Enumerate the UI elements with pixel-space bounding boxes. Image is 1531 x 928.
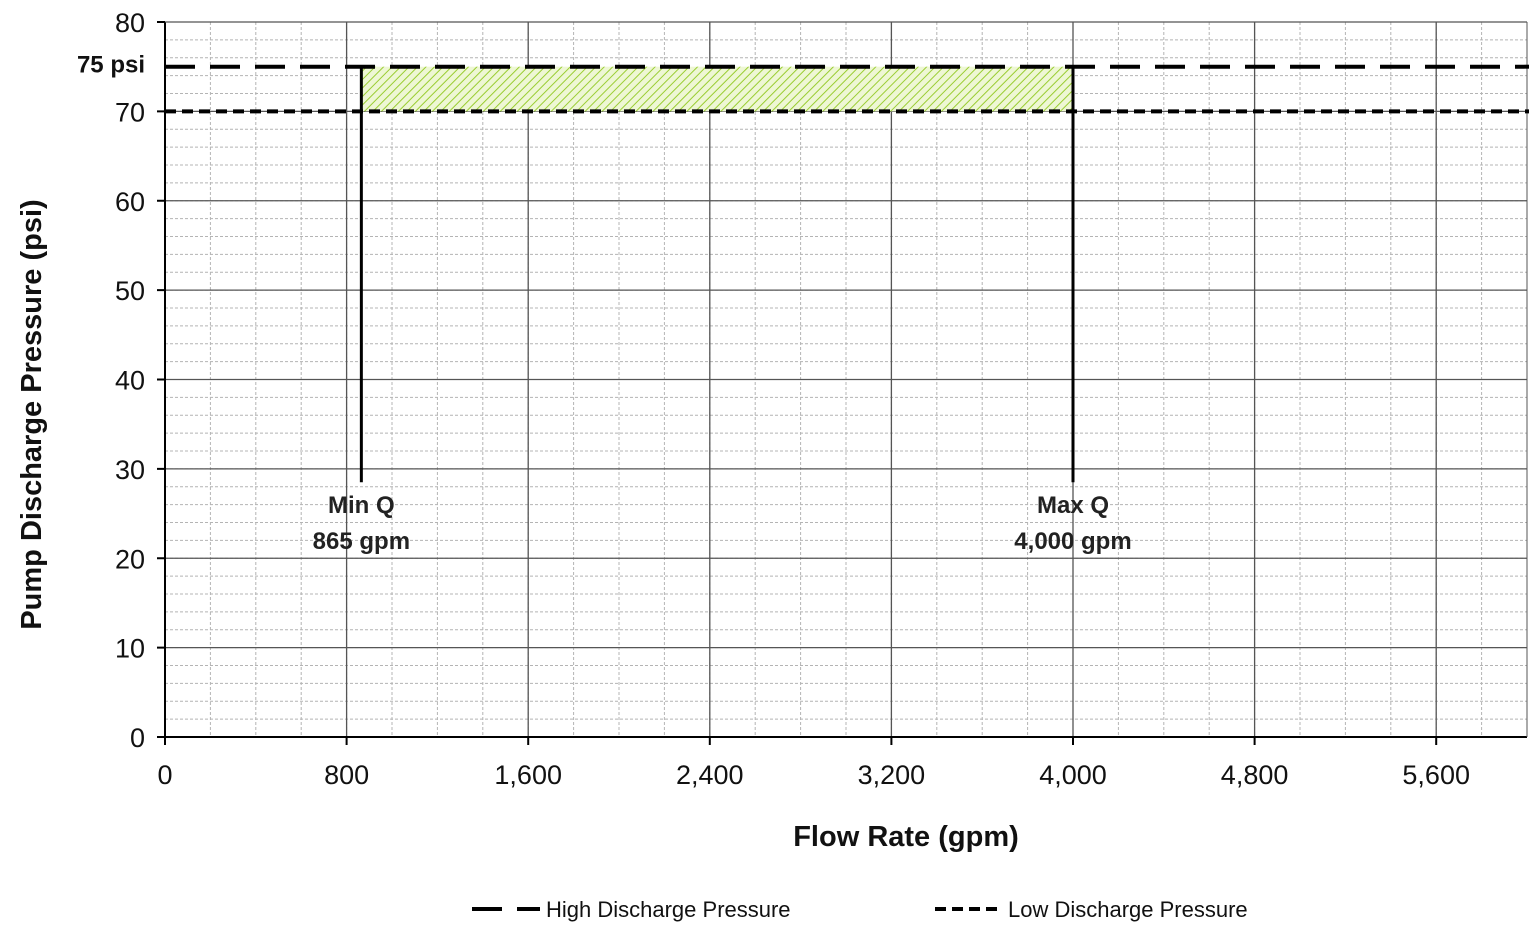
y-tick-label: 0 xyxy=(130,723,145,753)
flow-limit-label-value: 4,000 gpm xyxy=(1014,528,1131,555)
flow-limit-lines xyxy=(359,66,1075,483)
grid-lines xyxy=(164,21,1528,738)
pressure-annotation: 75 psi xyxy=(77,52,145,79)
x-axis-title: Flow Rate (gpm) xyxy=(793,821,1019,853)
x-tick-label: 800 xyxy=(324,760,369,790)
y-tick-label: 40 xyxy=(115,366,145,396)
legend-label: High Discharge Pressure xyxy=(546,897,791,922)
y-tick-label: 20 xyxy=(115,544,145,574)
series-lines xyxy=(165,64,1529,114)
y-axis-title: Pump Discharge Pressure (psi) xyxy=(16,199,48,629)
legend-label: Low Discharge Pressure xyxy=(1008,897,1248,922)
y-tick-label: 70 xyxy=(115,97,145,127)
x-tick-label: 2,400 xyxy=(676,760,744,790)
flow-limit-label-value: 865 gpm xyxy=(313,528,410,555)
operating-region-shading xyxy=(361,66,1074,112)
x-tick-label: 0 xyxy=(157,760,172,790)
x-tick-label: 4,000 xyxy=(1039,760,1107,790)
x-tick-label: 5,600 xyxy=(1402,760,1470,790)
chart-labels: Min Q 865 gpm Max Q 4,000 gpm 75 psi High Dis… xyxy=(70,49,1248,922)
legend-item: Low Discharge Pressure xyxy=(935,897,1248,922)
annotation-background xyxy=(70,49,150,80)
y-tick-label: 10 xyxy=(115,634,145,664)
legend-item: High Discharge Pressure xyxy=(472,897,791,922)
flow-limit-label-title: Max Q xyxy=(1037,492,1109,519)
y-tick-label: 80 xyxy=(115,8,145,38)
x-tick-label: 3,200 xyxy=(858,760,926,790)
y-tick-label: 60 xyxy=(115,187,145,217)
y-tick-label: 30 xyxy=(115,455,145,485)
x-tick-label: 1,600 xyxy=(494,760,562,790)
y-tick-label: 50 xyxy=(115,276,145,306)
x-tick-label: 4,800 xyxy=(1221,760,1289,790)
flow-limit-label-title: Min Q xyxy=(328,492,395,519)
operating-region xyxy=(361,66,1074,112)
